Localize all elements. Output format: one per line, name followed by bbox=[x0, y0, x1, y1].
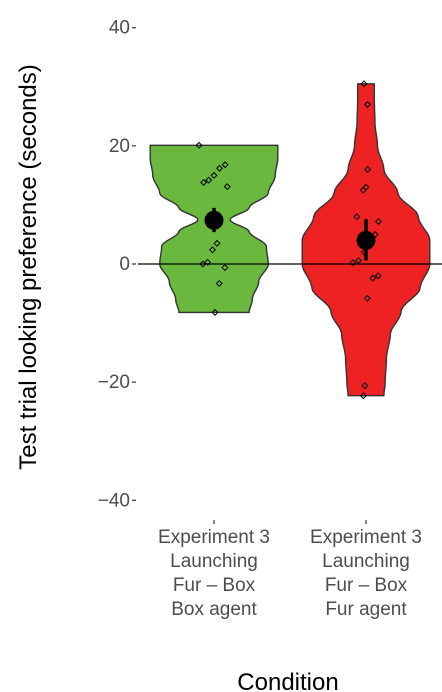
data-point bbox=[213, 239, 221, 247]
data-point bbox=[199, 260, 207, 268]
data-point bbox=[374, 272, 382, 280]
y-axis-title: Test trial looking preference (seconds) bbox=[15, 64, 42, 470]
data-point bbox=[211, 308, 219, 316]
data-point bbox=[363, 294, 371, 302]
x-axis-title: Condition bbox=[237, 669, 338, 692]
data-point bbox=[361, 382, 369, 390]
y-tick-label: 0 bbox=[119, 254, 130, 275]
x-category-label-line: Fur – Box bbox=[325, 575, 408, 596]
y-tick-label: 20 bbox=[109, 136, 130, 157]
violins-layer bbox=[149, 83, 431, 397]
data-point bbox=[375, 217, 383, 225]
data-point bbox=[354, 256, 363, 264]
data-point bbox=[200, 178, 208, 186]
y-tick-label: −20 bbox=[98, 372, 130, 393]
data-point bbox=[204, 258, 212, 266]
data-point bbox=[223, 183, 231, 191]
data-point bbox=[205, 176, 213, 184]
data-point bbox=[353, 213, 361, 221]
x-axis: Experiment 3 Launching Fur – Box Box agent E… bbox=[158, 520, 422, 620]
data-point bbox=[349, 259, 357, 267]
means-layer bbox=[204, 207, 376, 261]
x-category-label-line: Experiment 3 bbox=[158, 527, 270, 548]
x-category-label-line: Experiment 3 bbox=[310, 527, 422, 548]
data-point bbox=[364, 165, 372, 173]
y-axis: −40 −20 0 20 40 bbox=[98, 18, 136, 511]
data-point bbox=[363, 101, 371, 109]
data-point bbox=[210, 171, 218, 179]
x-category-label-line: Fur – Box bbox=[173, 575, 256, 596]
x-category-label-line: Fur agent bbox=[325, 599, 407, 620]
x-category-label-line: Launching bbox=[170, 551, 258, 572]
data-point bbox=[221, 161, 229, 169]
data-point bbox=[371, 230, 379, 238]
data-point bbox=[221, 264, 229, 272]
data-point bbox=[195, 141, 203, 149]
data-point bbox=[215, 279, 223, 288]
y-tick-label: 40 bbox=[109, 18, 130, 39]
data-point bbox=[215, 164, 223, 172]
data-point bbox=[359, 392, 367, 400]
data-point bbox=[359, 186, 367, 194]
mean-marker-2 bbox=[356, 230, 376, 250]
data-point bbox=[369, 274, 377, 282]
x-category-label-line: Box agent bbox=[171, 599, 257, 620]
data-point bbox=[208, 246, 216, 254]
mean-marker-1 bbox=[204, 210, 224, 230]
x-category-label-line: Launching bbox=[322, 551, 410, 572]
data-point bbox=[360, 80, 368, 88]
y-tick-label: −40 bbox=[98, 490, 130, 511]
